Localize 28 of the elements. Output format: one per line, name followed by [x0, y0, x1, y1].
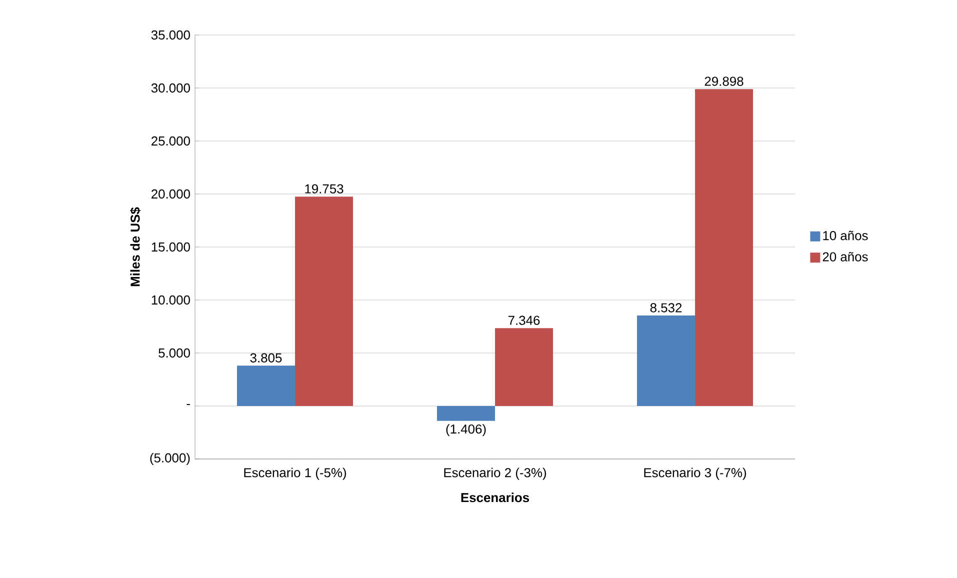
x-tick-label: Escenario 2 (-3%)	[444, 468, 546, 480]
bar	[295, 196, 354, 406]
y-tick-label: -	[186, 404, 190, 406]
bar	[637, 316, 696, 406]
bar	[495, 328, 554, 406]
x-tick-label: Escenario 1 (-5%)	[244, 468, 346, 480]
y-tick-label: 15.000	[152, 242, 190, 252]
data-label: 7.346	[508, 316, 540, 325]
x-axis-title: Escenarios	[461, 492, 530, 502]
bar	[237, 366, 296, 406]
data-label: 19.753	[305, 184, 344, 194]
legend-label: 20 años	[822, 252, 868, 262]
data-label: (1.406)	[446, 424, 486, 436]
bar	[437, 406, 496, 421]
y-tick-label: 30.000	[151, 83, 190, 93]
legend-label: 10 años	[823, 230, 868, 240]
x-tick-label: Escenario 3 (-7%)	[644, 468, 746, 480]
data-label: 29.898	[704, 76, 744, 86]
y-tick-label: 5.000	[158, 348, 190, 358]
y-axis-title: Miles de US$	[130, 207, 141, 286]
y-tick-label: 10.000	[152, 295, 190, 305]
data-label: 3.805	[250, 353, 282, 362]
y-tick-label: (5.000)	[150, 452, 190, 466]
y-tick-label: 35.000	[151, 30, 190, 40]
y-tick-label: 25.000	[152, 136, 190, 146]
bar	[695, 89, 754, 406]
data-label: 8.532	[650, 303, 682, 312]
y-tick-label: 20.000	[152, 189, 190, 199]
